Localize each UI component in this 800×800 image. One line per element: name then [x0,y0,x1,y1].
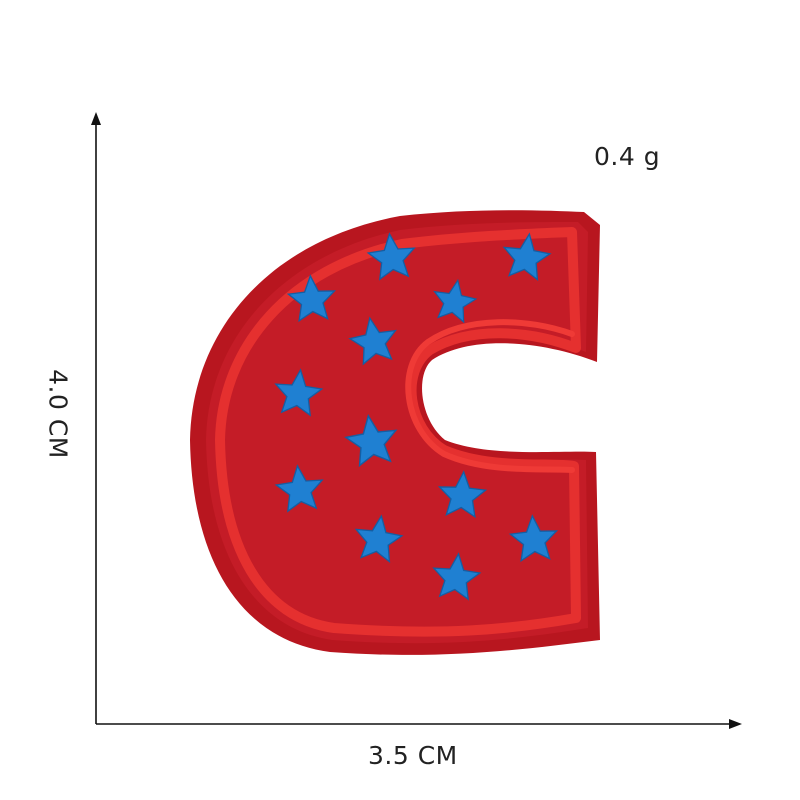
vertical-axis-arrow [91,112,101,125]
height-dimension-label: 4.0 CM [43,369,73,459]
dimension-axes [91,112,742,729]
weight-label: 0.4 g [594,142,661,171]
patch-inner-rim [405,319,575,473]
horizontal-axis-arrow [729,719,742,729]
patch-felt [206,222,588,644]
width-dimension-label: 3.5 CM [368,741,458,770]
patch-outer-rim [215,227,581,637]
letter-c-patch [190,210,600,655]
